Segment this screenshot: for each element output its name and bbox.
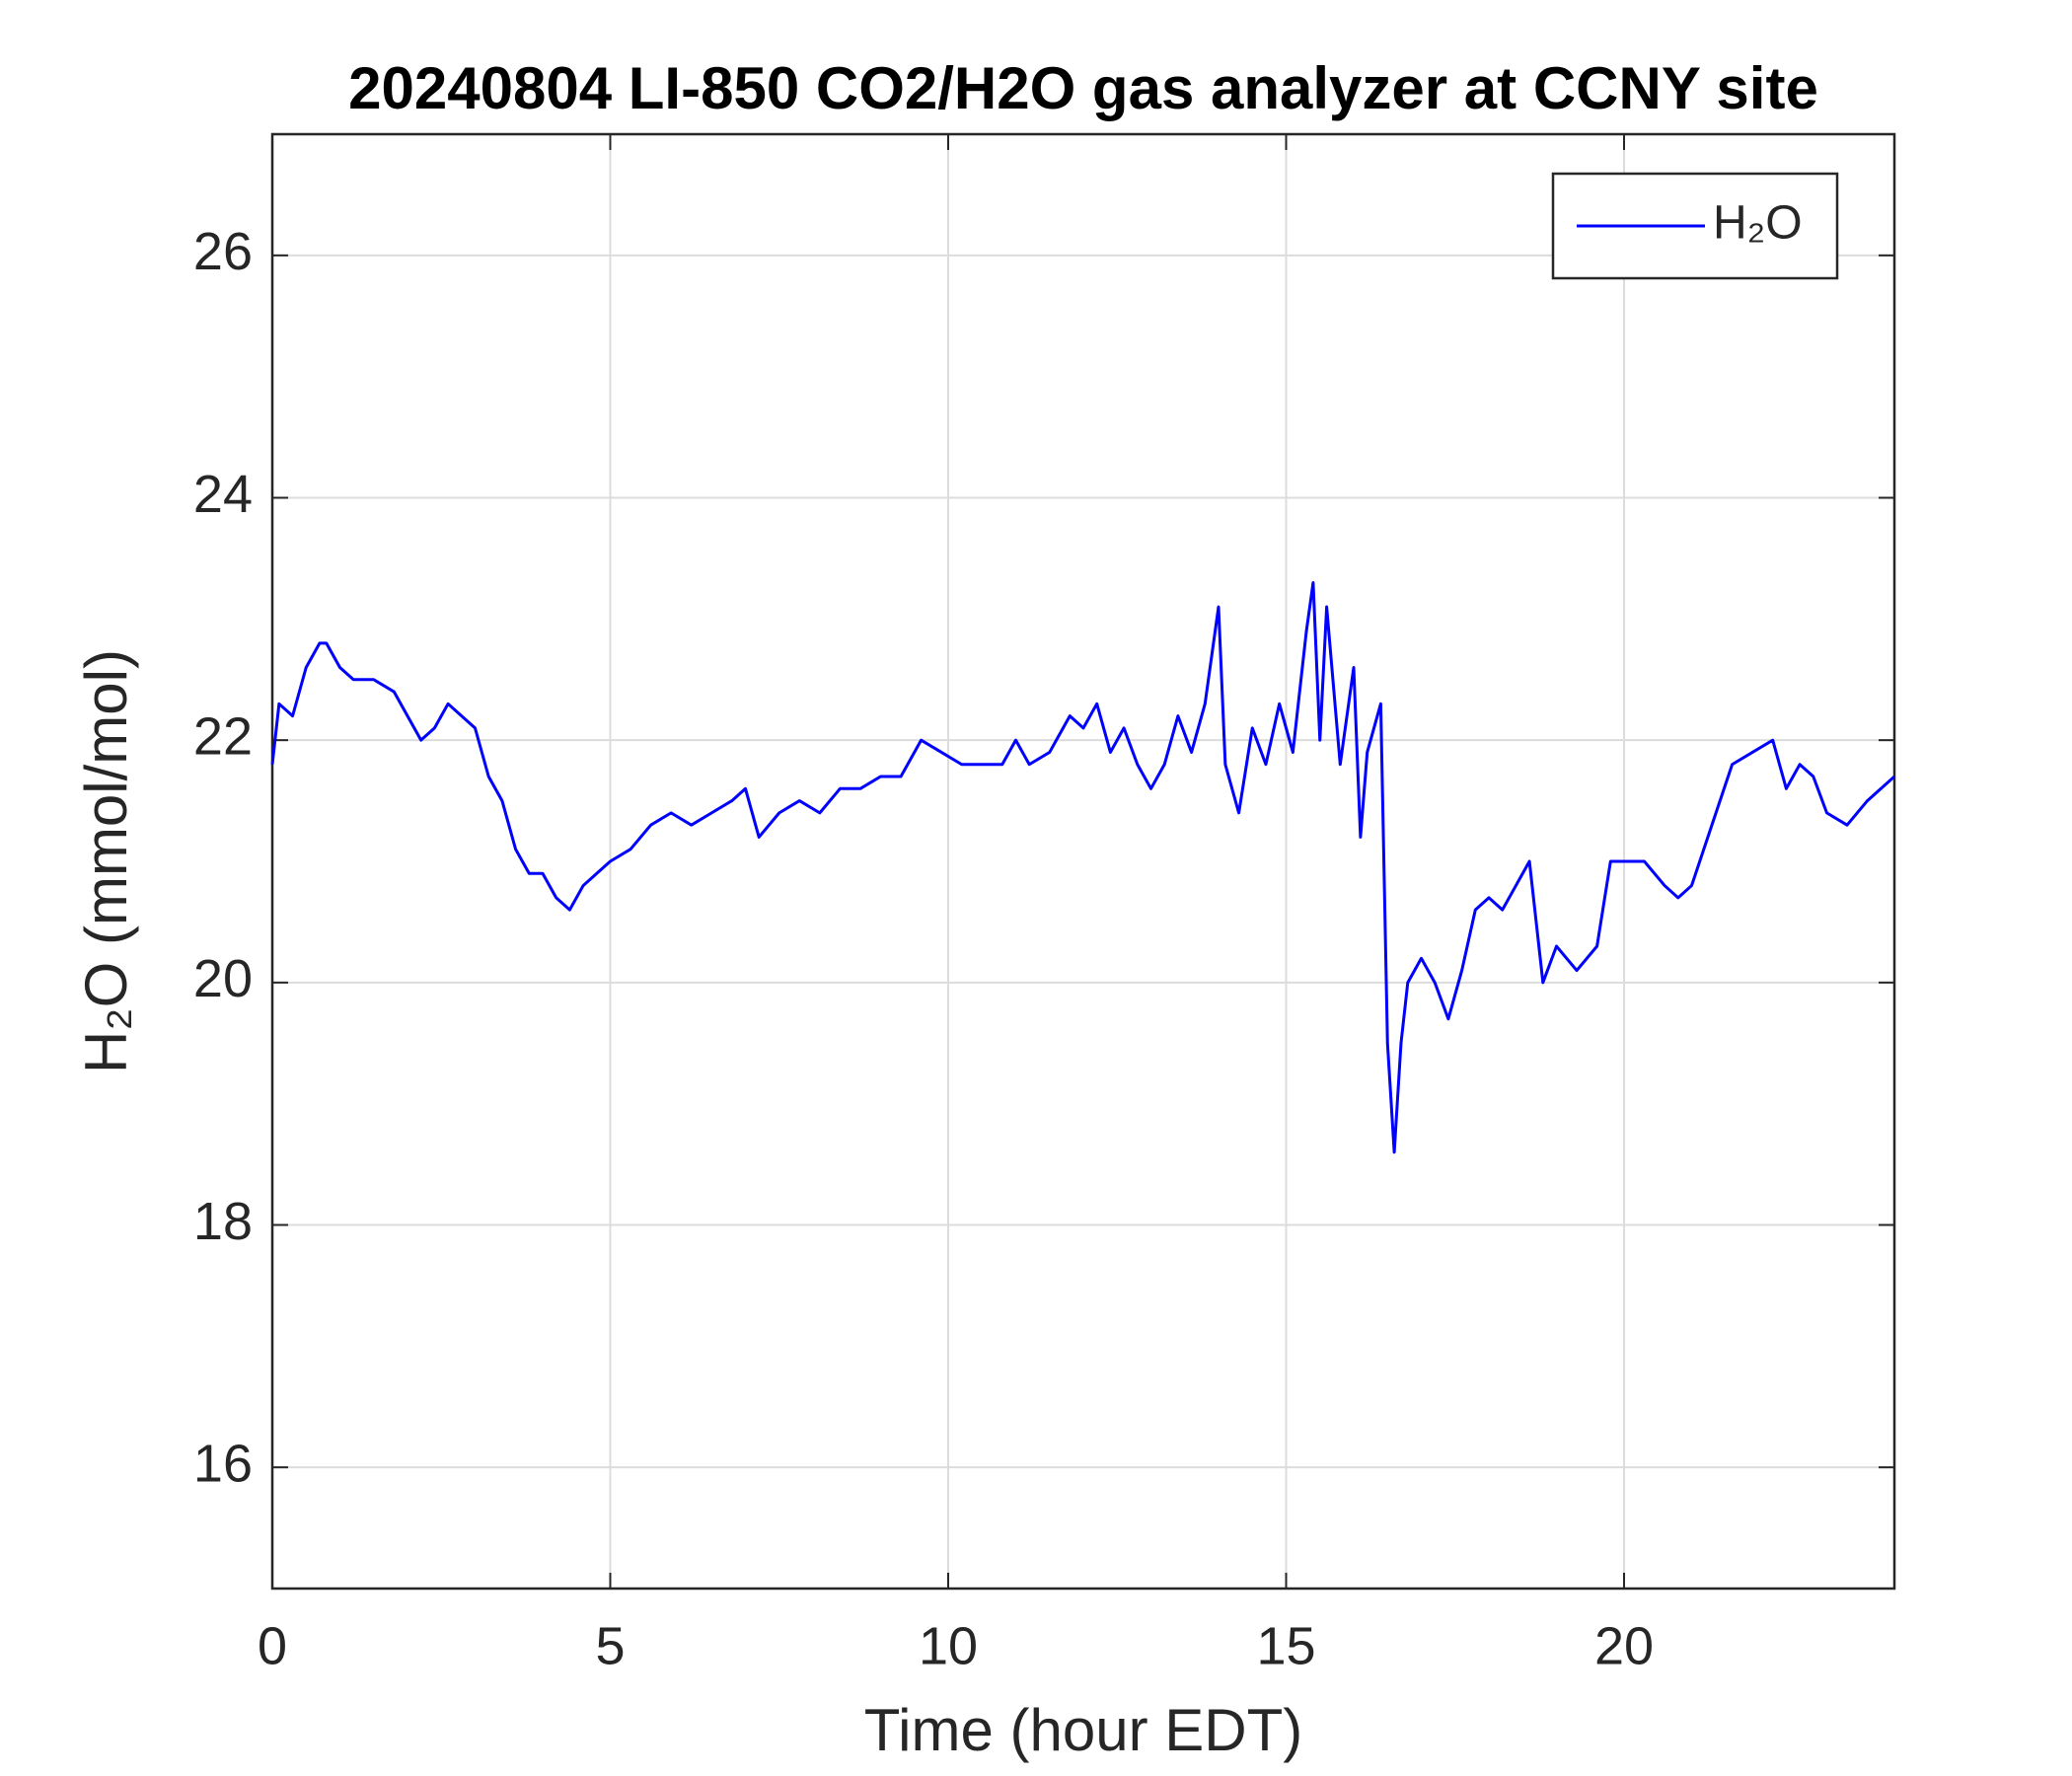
y-tick-label: 16 xyxy=(193,1434,253,1493)
data-line xyxy=(270,580,1896,1154)
y-tick-label: 20 xyxy=(193,949,253,1008)
y-tick-label: 18 xyxy=(193,1192,253,1251)
x-tick-label: 10 xyxy=(919,1616,978,1675)
x-axis-label: Time (hour EDT) xyxy=(864,1697,1303,1763)
x-tick-label: 15 xyxy=(1256,1616,1315,1675)
x-tick-label: 0 xyxy=(258,1616,287,1675)
legend-label: H₂O xyxy=(1713,197,1803,250)
y-tick-label: 22 xyxy=(193,706,253,766)
y-tick-label: 26 xyxy=(193,222,253,281)
y-tick-label: 24 xyxy=(193,465,253,524)
chart-title: 20240804 LI-850 CO2/H2O gas analyzer at … xyxy=(348,55,1818,121)
plot-frame xyxy=(270,132,1896,1591)
x-tick-label: 20 xyxy=(1594,1616,1654,1675)
x-tick-label: 5 xyxy=(595,1616,625,1675)
y-axis-label: H₂O (mmol/mol) xyxy=(73,649,139,1073)
